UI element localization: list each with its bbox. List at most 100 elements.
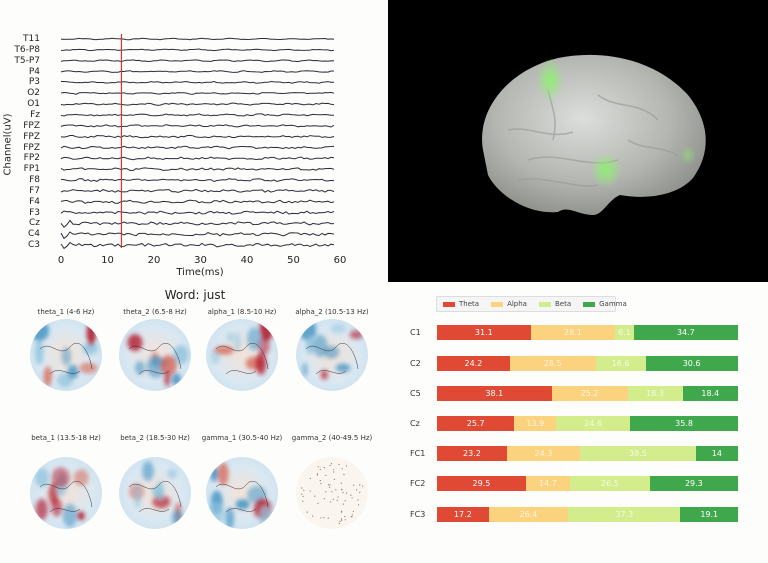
- x-axis-label: Time(ms): [176, 267, 224, 278]
- eeg-trace: [60, 178, 335, 183]
- channel-label: F7: [29, 185, 40, 196]
- topomap: [30, 319, 102, 391]
- band-power-bar-chart: Theta Alpha Beta Gamma C1 31.1 28.1 6.1 34.7 C2 2…: [390, 282, 768, 563]
- legend-label: Gamma: [599, 300, 627, 308]
- stacked-bar: 31.1 28.1 6.1 34.7: [437, 325, 738, 340]
- channel-label: FPZ: [23, 120, 40, 131]
- stacked-bar: 23.2 24.3 38.5 14: [437, 446, 738, 461]
- bar-segment-alpha: 14.7: [525, 476, 571, 491]
- bar-row: FC1 23.2 24.3 38.5 14: [410, 446, 750, 461]
- activation-region-3: [680, 145, 696, 165]
- eeg-traces: [60, 34, 335, 250]
- channel-label: Fz: [30, 109, 40, 120]
- bar-segment-beta: 16.6: [595, 356, 646, 371]
- bar-segment-beta: 37.3: [568, 507, 681, 522]
- bar-row: C2 24.2 28.5 16.6 30.6: [410, 356, 750, 371]
- x-tick-label: 60: [333, 255, 347, 266]
- x-tick-label: 20: [147, 255, 161, 266]
- eeg-trace: [60, 231, 335, 240]
- topomap-label: alpha_1 (8.5-10 Hz): [207, 308, 277, 316]
- x-tick-label: 0: [57, 255, 65, 266]
- bar-segment-theta: 17.2: [437, 507, 489, 522]
- bar-segment-gamma: 30.6: [645, 356, 738, 371]
- channel-label: C3: [27, 240, 40, 251]
- legend-item-gamma: Gamma: [583, 300, 627, 308]
- stacked-bar: 38.1 25.2 18.3 18.4: [437, 386, 738, 401]
- stacked-bar: 24.2 28.5 16.6 30.6: [437, 356, 738, 371]
- eeg-trace: [60, 167, 335, 172]
- channel-label: FPZ: [23, 131, 40, 142]
- channel-label: F4: [29, 196, 40, 207]
- bar-segment-beta: 24.6: [556, 416, 631, 431]
- topomap-label: theta_1 (4-6 Hz): [37, 308, 95, 316]
- channel-label: FPZ: [23, 142, 40, 153]
- topomap-label: gamma_1 (30.5-40 Hz): [201, 434, 283, 442]
- eeg-trace: [60, 102, 335, 106]
- bar-category-label: FC3: [410, 510, 426, 519]
- bar-segment-alpha: 13.9: [514, 416, 557, 431]
- bar-segment-theta: 31.1: [437, 325, 531, 340]
- eeg-trace: [60, 145, 335, 150]
- channel-label: Cz: [28, 218, 40, 229]
- bar-segment-beta: 26.5: [570, 476, 650, 491]
- legend-swatch: [491, 301, 504, 307]
- eeg-trace: [60, 241, 335, 250]
- bar-category-label: FC2: [410, 479, 426, 488]
- legend-label: Alpha: [507, 300, 527, 308]
- legend-label: Theta: [459, 300, 480, 308]
- bar-segment-gamma: 18.4: [682, 386, 738, 401]
- x-tick-label: 10: [101, 255, 114, 266]
- eeg-trace-plot: T11 T6-P8 T5-P7 P4 P3 O2 O1 Fz FPZ FPZ FPZ FP2 FP1 F8…: [0, 0, 388, 282]
- eeg-trace: [60, 210, 335, 215]
- eeg-trace: [60, 188, 335, 193]
- bar-segment-alpha: 25.2: [551, 386, 628, 401]
- eeg-trace: [60, 199, 335, 204]
- bar-segment-alpha: 28.1: [530, 325, 616, 340]
- bar-segment-alpha: 26.4: [488, 507, 569, 522]
- topomap-label: beta_1 (13.5-18 Hz): [31, 434, 101, 442]
- legend-item-theta: Theta: [443, 300, 479, 308]
- bar-category-label: C1: [410, 328, 421, 337]
- legend-item-beta: Beta: [538, 300, 572, 308]
- bar-segment-gamma: 19.1: [680, 507, 738, 522]
- topomap: [206, 457, 278, 529]
- bar-row: FC2 29.5 14.7 26.5 29.3: [410, 476, 750, 491]
- topomap: [206, 319, 278, 391]
- bar-segment-beta: 38.5: [579, 446, 696, 461]
- bar-segment-theta: 38.1: [437, 386, 552, 401]
- legend-label: Beta: [554, 300, 572, 308]
- bar-segment-theta: 24.2: [437, 356, 510, 371]
- bar-category-label: C2: [410, 359, 421, 368]
- bar-row: C5 38.1 25.2 18.3 18.4: [410, 386, 750, 401]
- channel-label: O2: [27, 88, 40, 99]
- brain-shape: [482, 54, 706, 216]
- bar-segment-theta: 25.7: [437, 416, 515, 431]
- channel-label: P4: [28, 66, 40, 77]
- bar-category-label: FC1: [410, 449, 426, 458]
- bar-segment-alpha: 24.3: [506, 446, 580, 461]
- brain-3d-view[interactable]: [388, 0, 768, 282]
- topomap-label: alpha_2 (10.5-13 Hz): [295, 308, 369, 316]
- eeg-trace: [60, 134, 335, 139]
- y-axis-label: Channel(uV): [2, 113, 14, 176]
- bar-segment-beta: 6.1: [615, 325, 634, 340]
- topomap-label: beta_2 (18.5-30 Hz): [120, 434, 190, 442]
- bar-row: Cz 25.7 13.9 24.6 35.8: [410, 416, 750, 431]
- activation-region-1: [536, 58, 564, 102]
- channel-label: T5-P7: [14, 55, 40, 66]
- channel-label: FP2: [23, 153, 40, 164]
- topomap-title: Word: just: [164, 288, 226, 302]
- eeg-trace: [60, 113, 335, 117]
- eeg-trace: [60, 91, 335, 95]
- x-tick-label: 30: [194, 255, 207, 266]
- topomap: [296, 457, 368, 529]
- bar-segment-gamma: 35.8: [630, 416, 738, 431]
- channel-label: P3: [28, 77, 40, 88]
- channel-label: T6-P8: [14, 44, 40, 55]
- eeg-trace: [61, 80, 335, 84]
- chart-legend: Theta Alpha Beta Gamma: [436, 296, 627, 312]
- channel-label: T11: [23, 34, 40, 44]
- topomap-label: gamma_2 (40-49.5 Hz): [291, 434, 373, 442]
- eeg-trace: [60, 70, 334, 73]
- eeg-trace: [60, 156, 335, 161]
